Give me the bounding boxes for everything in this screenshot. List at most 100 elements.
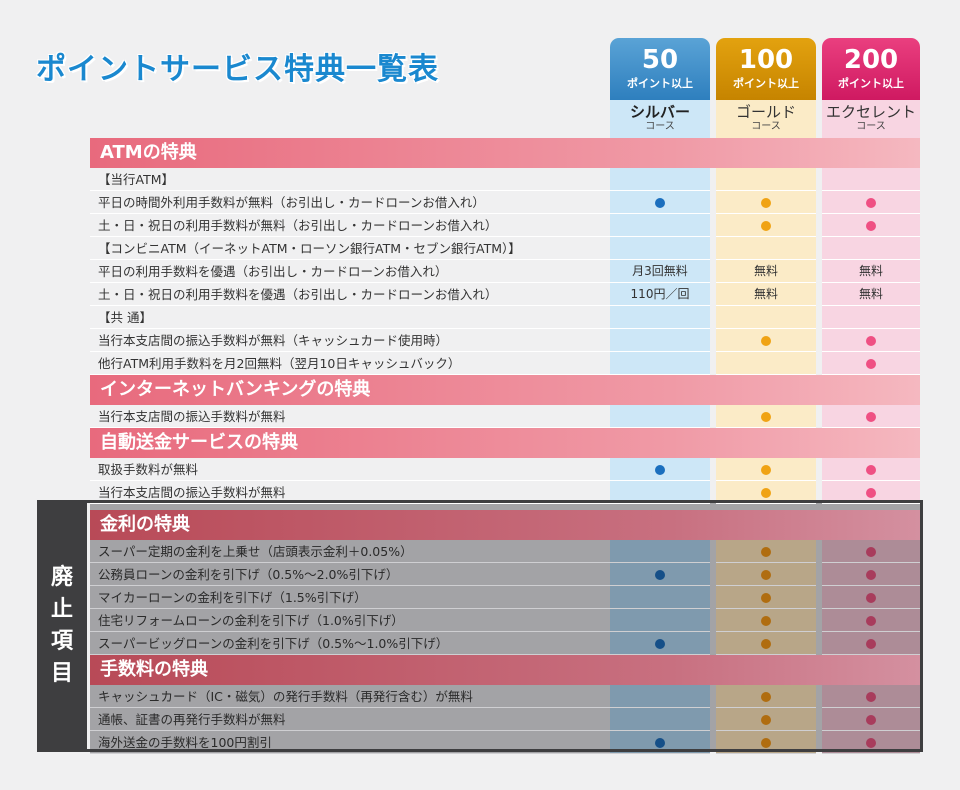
row-label: 平日の利用手数料を優遇（お引出し・カードローンお借入れ） bbox=[90, 260, 610, 283]
cell-excellent bbox=[822, 306, 920, 329]
cell-silver bbox=[610, 237, 710, 260]
cell-excellent bbox=[822, 329, 920, 352]
available-dot-icon bbox=[866, 615, 876, 626]
course-name: シルバー bbox=[629, 103, 690, 121]
section-title: 金利の特典 bbox=[90, 510, 920, 540]
course-name: エクセレント bbox=[825, 103, 916, 121]
course-caption: コース bbox=[856, 121, 886, 132]
available-dot-icon bbox=[655, 464, 665, 475]
course-header-excellent: 200 ポイント以上 エクセレント コース bbox=[822, 38, 920, 138]
cell-gold bbox=[716, 306, 816, 329]
available-dot-icon bbox=[866, 737, 876, 748]
table-row: 取扱手数料が無料 bbox=[90, 458, 920, 481]
available-dot-icon bbox=[761, 464, 771, 475]
cell-excellent bbox=[822, 481, 920, 504]
section-title: インターネットバンキングの特典 bbox=[90, 375, 920, 405]
available-dot-icon bbox=[761, 714, 771, 725]
cell-gold bbox=[716, 481, 816, 504]
available-dot-icon bbox=[761, 197, 771, 208]
row-label: スーパー定期の金利を上乗せ（店頭表示金利＋0.05%） bbox=[90, 540, 610, 563]
section-header-interest-rate: 金利の特典 bbox=[90, 510, 920, 540]
available-dot-icon bbox=[866, 592, 876, 603]
table-row: 当行本支店間の振込手数料が無料 bbox=[90, 481, 920, 504]
cell-silver bbox=[610, 632, 710, 655]
available-dot-icon bbox=[655, 197, 665, 208]
section-header-atm: ATMの特典 bbox=[90, 138, 920, 168]
points-caption: ポイント以上 bbox=[733, 77, 799, 90]
available-dot-icon bbox=[761, 546, 771, 557]
available-dot-icon bbox=[655, 737, 665, 748]
cell-gold bbox=[716, 563, 816, 586]
available-dot-icon bbox=[761, 487, 771, 498]
table-row: 土・日・祝日の利用手数料が無料（お引出し・カードローンお借入れ） bbox=[90, 214, 920, 237]
row-label: マイカーローンの金利を引下げ（1.5%引下げ） bbox=[90, 586, 610, 609]
available-dot-icon bbox=[866, 197, 876, 208]
available-dot-icon bbox=[761, 638, 771, 649]
available-dot-icon bbox=[866, 691, 876, 702]
table-row: 住宅リフォームローンの金利を引下げ（1.0%引下げ） bbox=[90, 609, 920, 632]
row-label: 【当行ATM】 bbox=[90, 168, 610, 191]
available-dot-icon bbox=[761, 411, 771, 422]
row-label: 他行ATM利用手数料を月2回無料（翌月10日キャッシュバック） bbox=[90, 352, 610, 375]
points-caption: ポイント以上 bbox=[627, 77, 693, 90]
course-header-gold: 100 ポイント以上 ゴールド コース bbox=[716, 38, 816, 138]
row-label: スーパービッグローンの金利を引下げ（0.5%〜1.0%引下げ） bbox=[90, 632, 610, 655]
row-label: 土・日・祝日の利用手数料を優遇（お引出し・カードローンお借入れ） bbox=[90, 283, 610, 306]
cell-excellent bbox=[822, 405, 920, 428]
row-label: 当行本支店間の振込手数料が無料 bbox=[90, 481, 610, 504]
table-row: 当行本支店間の振込手数料が無料 bbox=[90, 405, 920, 428]
table-row: 他行ATM利用手数料を月2回無料（翌月10日キャッシュバック） bbox=[90, 352, 920, 375]
points-value: 200 bbox=[843, 45, 899, 75]
available-dot-icon bbox=[761, 569, 771, 580]
cell-gold bbox=[716, 168, 816, 191]
row-label: 【共 通】 bbox=[90, 306, 610, 329]
cell-excellent bbox=[822, 685, 920, 708]
cell-silver bbox=[610, 458, 710, 481]
available-dot-icon bbox=[866, 714, 876, 725]
cell-gold bbox=[716, 214, 816, 237]
row-label: 公務員ローンの金利を引下げ（0.5%〜2.0%引下げ） bbox=[90, 563, 610, 586]
abolished-char: 止 bbox=[50, 597, 73, 622]
cell-silver bbox=[610, 708, 710, 731]
available-dot-icon bbox=[761, 737, 771, 748]
cell-gold bbox=[716, 237, 816, 260]
table-row: スーパー定期の金利を上乗せ（店頭表示金利＋0.05%） bbox=[90, 540, 920, 563]
available-dot-icon bbox=[655, 569, 665, 580]
row-label: 当行本支店間の振込手数料が無料（キャッシュカード使用時） bbox=[90, 329, 610, 352]
table-row: 平日の時間外利用手数料が無料（お引出し・カードローンお借入れ） bbox=[90, 191, 920, 214]
cell-gold bbox=[716, 329, 816, 352]
cell-excellent bbox=[822, 563, 920, 586]
section-header-auto-transfer: 自動送金サービスの特典 bbox=[90, 428, 920, 458]
cell-silver bbox=[610, 214, 710, 237]
section-title: 自動送金サービスの特典 bbox=[90, 428, 920, 458]
table-row: 海外送金の手数料を100円割引 bbox=[90, 731, 920, 754]
available-dot-icon bbox=[761, 335, 771, 346]
section-header-fee: 手数料の特典 bbox=[90, 655, 920, 685]
available-dot-icon bbox=[866, 220, 876, 231]
course-name-silver: シルバー コース bbox=[610, 100, 710, 138]
row-label: 通帳、証書の再発行手数料が無料 bbox=[90, 708, 610, 731]
row-label: 取扱手数料が無料 bbox=[90, 458, 610, 481]
cell-silver bbox=[610, 405, 710, 428]
course-points-excellent: 200 ポイント以上 bbox=[822, 38, 920, 100]
row-label: 海外送金の手数料を100円割引 bbox=[90, 731, 610, 754]
table-row: 土・日・祝日の利用手数料を優遇（お引出し・カードローンお借入れ） 110円／回 … bbox=[90, 283, 920, 306]
cell-excellent bbox=[822, 191, 920, 214]
cell-silver bbox=[610, 329, 710, 352]
available-dot-icon bbox=[866, 487, 876, 498]
course-name: ゴールド bbox=[735, 103, 796, 121]
row-label: 住宅リフォームローンの金利を引下げ（1.0%引下げ） bbox=[90, 609, 610, 632]
page-title: ポイントサービス特典一覧表 bbox=[36, 52, 439, 87]
available-dot-icon bbox=[761, 220, 771, 231]
row-label: 平日の時間外利用手数料が無料（お引出し・カードローンお借入れ） bbox=[90, 191, 610, 214]
cell-silver bbox=[610, 586, 710, 609]
available-dot-icon bbox=[761, 615, 771, 626]
abolished-char: 項 bbox=[50, 629, 73, 654]
points-value: 50 bbox=[641, 45, 679, 75]
cell-gold bbox=[716, 708, 816, 731]
cell-excellent bbox=[822, 352, 920, 375]
points-caption: ポイント以上 bbox=[838, 77, 904, 90]
available-dot-icon bbox=[866, 411, 876, 422]
section-header-internet-banking: インターネットバンキングの特典 bbox=[90, 375, 920, 405]
table-row: 【共 通】 bbox=[90, 306, 920, 329]
